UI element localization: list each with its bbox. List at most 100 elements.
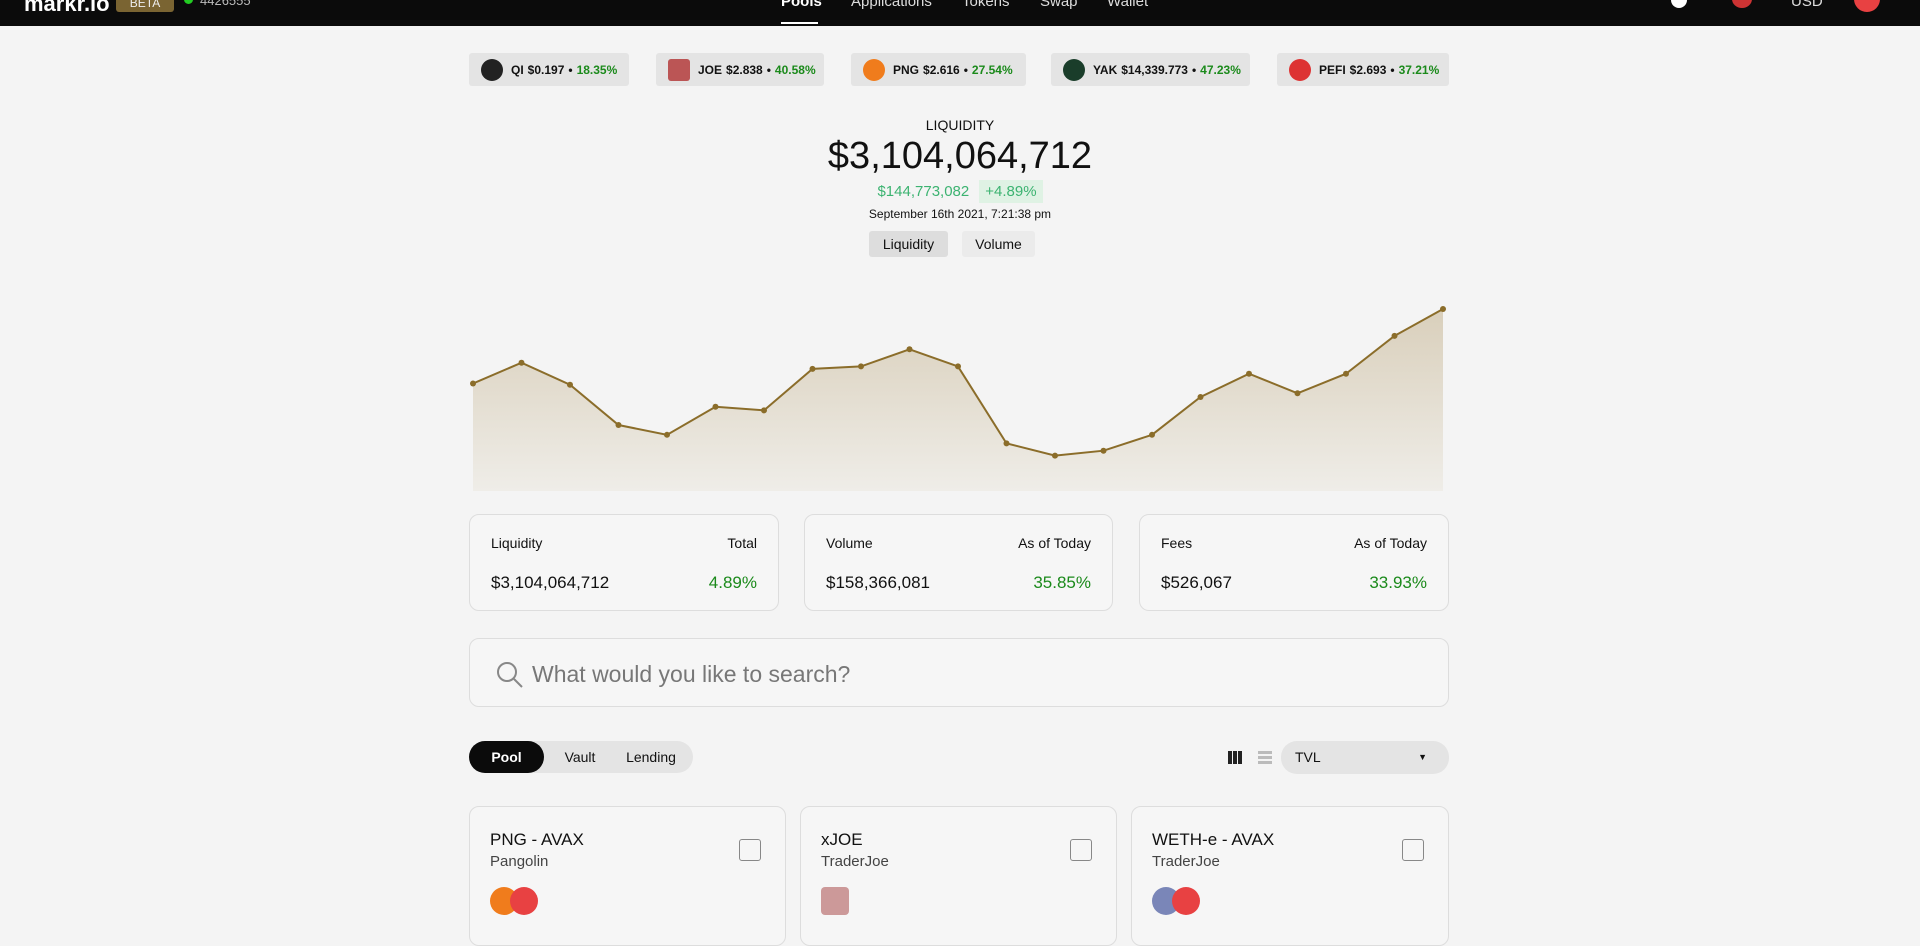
ticker-symbol: QI bbox=[511, 62, 524, 77]
timestamp: September 16th 2021, 7:21:38 pm bbox=[868, 207, 1052, 221]
calculator-icon[interactable] bbox=[739, 839, 761, 861]
point bbox=[1391, 332, 1398, 339]
calculator-icon[interactable] bbox=[1070, 839, 1092, 861]
ticker-symbol: PEFI bbox=[1319, 62, 1346, 77]
stat-card: Fees As of Today $526,067 33.93% bbox=[1139, 514, 1449, 611]
token-icon bbox=[510, 887, 538, 915]
pool-platform: Pangolin bbox=[490, 853, 549, 870]
pool-name: WETH-e - AVAX bbox=[1152, 830, 1275, 849]
ticker-symbol: YAK bbox=[1093, 62, 1118, 77]
overview-change: $144,773,082 +4.89% bbox=[0, 180, 1920, 203]
ticker[interactable]: PEFI $2.693 • 37.21% bbox=[1277, 53, 1449, 86]
ticker-change: 18.35% bbox=[576, 62, 618, 77]
area bbox=[473, 309, 1443, 491]
tab[interactable]: Pool bbox=[469, 741, 544, 773]
grid-view-button[interactable] bbox=[1228, 751, 1242, 764]
language-flag[interactable] bbox=[1732, 0, 1752, 8]
point bbox=[1003, 440, 1010, 447]
nav-link[interactable]: Swap bbox=[1040, 0, 1078, 10]
point bbox=[1197, 393, 1204, 400]
stat-label: Fees bbox=[1161, 535, 1193, 551]
ticker-price: $2.693 bbox=[1349, 62, 1387, 77]
stat-value: $3,104,064,712 bbox=[491, 573, 610, 592]
ticker-price: $2.838 bbox=[726, 62, 763, 77]
tab[interactable]: Lending bbox=[626, 749, 676, 765]
point bbox=[1246, 370, 1252, 377]
search-box[interactable]: What would you like to search? bbox=[469, 638, 1449, 707]
point bbox=[470, 380, 476, 387]
point bbox=[567, 381, 573, 388]
list-view-button[interactable] bbox=[1258, 751, 1272, 764]
point bbox=[906, 346, 913, 353]
ticker-sep: • bbox=[568, 62, 573, 77]
toggle-liquidity[interactable]: Liquidity bbox=[869, 231, 948, 257]
point bbox=[518, 359, 525, 366]
nav-link[interactable]: Wallet bbox=[1107, 0, 1149, 10]
stat-period: Total bbox=[727, 535, 757, 551]
stat-label: Volume bbox=[826, 535, 873, 551]
pool-name: xJOE bbox=[821, 830, 863, 849]
stat-change: 4.89% bbox=[708, 573, 757, 592]
toggle-volume[interactable]: Volume bbox=[962, 231, 1035, 257]
calculator-icon[interactable] bbox=[1402, 839, 1424, 861]
point bbox=[761, 407, 767, 414]
ticker-change: 47.23% bbox=[1200, 62, 1241, 77]
stat-card: Liquidity Total $3,104,064,712 4.89% bbox=[469, 514, 779, 611]
status-dot bbox=[184, 0, 193, 4]
point bbox=[1052, 452, 1058, 459]
ticker[interactable]: YAK $14,339.773 • 47.23% bbox=[1051, 53, 1250, 86]
currency-select[interactable]: USD bbox=[1791, 0, 1823, 10]
token-icon bbox=[821, 887, 849, 915]
point bbox=[1294, 390, 1301, 397]
stat-card: Volume As of Today $158,366,081 35.85% bbox=[804, 514, 1113, 611]
top-nav: markr.io BETA 4426555 Pools Applications… bbox=[0, 0, 1920, 26]
nav-link[interactable]: Applications bbox=[851, 0, 932, 10]
theme-toggle[interactable] bbox=[1671, 0, 1687, 8]
point bbox=[1440, 306, 1446, 312]
ticker[interactable]: JOE $2.838 • 40.58% bbox=[656, 53, 824, 86]
ticker-sep: • bbox=[1390, 62, 1395, 77]
pool-card[interactable]: WETH-e - AVAX TraderJoe bbox=[1131, 806, 1449, 946]
tab-group: Pool Vault Lending bbox=[469, 741, 693, 773]
ticker-change: 37.21% bbox=[1398, 62, 1440, 77]
ticker-change: 40.58% bbox=[774, 62, 816, 77]
ticker-price: $14,339.773 bbox=[1121, 62, 1188, 77]
liquidity-chart bbox=[470, 306, 1446, 491]
overview-label: LIQUIDITY bbox=[925, 117, 995, 133]
ticker-sep: • bbox=[1191, 62, 1197, 77]
change-amount: $144,773,082 bbox=[877, 183, 970, 200]
pool-card[interactable]: PNG - AVAX Pangolin bbox=[469, 806, 786, 946]
beta-badge: BETA bbox=[116, 0, 174, 12]
stat-value: $158,366,081 bbox=[826, 573, 930, 592]
ticker-symbol: PNG bbox=[893, 62, 920, 77]
stat-label: Liquidity bbox=[491, 535, 543, 551]
change-percent: +4.89% bbox=[979, 180, 1043, 203]
dropdown-arrow: ▼ bbox=[1418, 752, 1427, 762]
ticker-price: $0.197 bbox=[527, 62, 565, 77]
point bbox=[809, 365, 816, 372]
stat-value: $526,067 bbox=[1161, 573, 1232, 592]
logo[interactable]: markr.io bbox=[24, 0, 110, 16]
active-underline bbox=[781, 22, 818, 24]
search-placeholder: What would you like to search? bbox=[532, 661, 851, 687]
token-icon bbox=[1172, 887, 1200, 915]
tab[interactable]: Vault bbox=[564, 749, 596, 765]
pool-platform: TraderJoe bbox=[1152, 853, 1220, 870]
nav-link[interactable]: Tokens bbox=[962, 0, 1010, 10]
sort-select[interactable]: TVL ▼ bbox=[1281, 741, 1449, 774]
stat-period: As of Today bbox=[1354, 535, 1427, 551]
ticker-price: $2.616 bbox=[923, 62, 960, 77]
ticker[interactable]: PNG $2.616 • 27.54% bbox=[851, 53, 1026, 86]
point bbox=[664, 431, 670, 438]
ticker[interactable]: QI $0.197 • 18.35% bbox=[469, 53, 629, 86]
point bbox=[955, 363, 961, 370]
pool-card[interactable]: xJOE TraderJoe bbox=[800, 806, 1117, 946]
wallet-icon[interactable] bbox=[1854, 0, 1880, 12]
overview-value: $3,104,064,712 bbox=[827, 135, 1093, 177]
nav-link[interactable]: Pools bbox=[781, 0, 822, 10]
ticker-sep: • bbox=[766, 62, 771, 77]
block-number: 4426555 bbox=[200, 0, 251, 8]
point bbox=[1149, 431, 1155, 438]
point bbox=[1343, 370, 1349, 377]
